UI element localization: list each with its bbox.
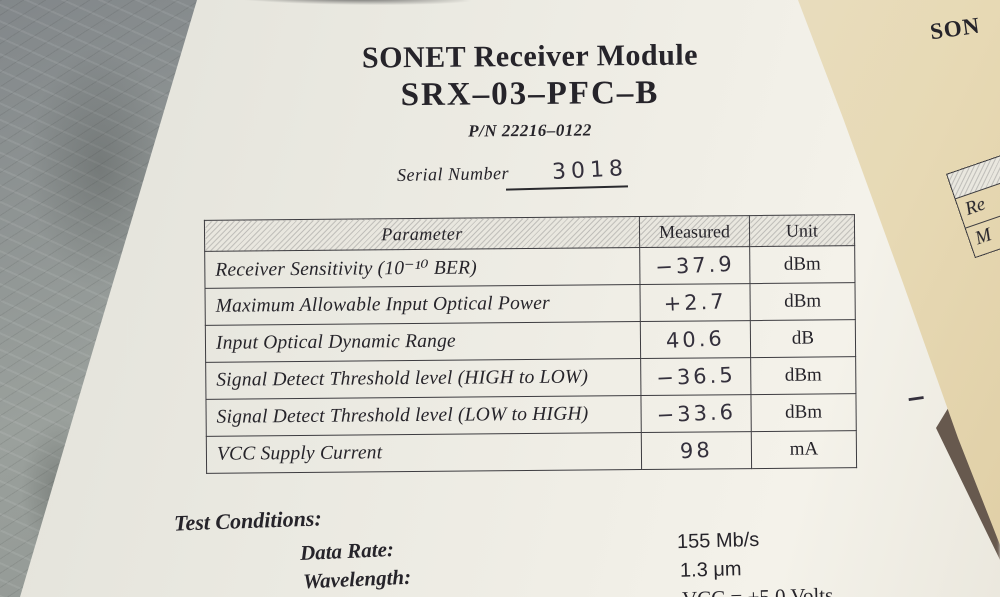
handwritten-value: 40.6 [665,326,726,353]
col-header-unit: Unit [749,214,855,247]
unit-cell: dBm [749,245,855,284]
parameter-cell: Signal Detect Threshold level (HIGH to L… [205,358,641,400]
wavelength-label: Wavelength: [302,564,412,594]
second-page-title-fragment: SON [928,12,982,45]
table-row: Signal Detect Threshold level (HIGH to L… [205,356,856,400]
handwritten-value: −36.5 [655,362,736,391]
handwritten-value: −33.6 [655,399,737,428]
data-rate-label: Data Rate: [299,536,395,566]
serial-number-underline [505,185,629,191]
measured-cell: 40.6 [640,320,751,359]
vcc-supply-line: VCC = +5.0 Volts [682,583,834,597]
parameter-cell: Signal Detect Threshold level (LOW to HI… [205,395,642,437]
serial-number-label: Serial Number [396,163,510,185]
table-row: Receiver Sensitivity (10⁻¹⁰ BER) −37.9 d… [204,245,855,289]
measured-cell: 98 [641,431,752,470]
table-row: Signal Detect Threshold level (LOW to HI… [205,393,857,437]
handwritten-value: −37.9 [654,251,735,280]
part-number: P/N 22216–0122 [468,120,592,141]
parameter-cell: Input Optical Dynamic Range [205,321,641,363]
handwritten-dash-mark: − [904,382,928,414]
measured-cell: −33.6 [640,394,752,433]
table-row: Maximum Allowable Input Optical Power +2… [205,282,856,326]
data-rate-value: 155 Mb/s [676,528,760,554]
page-title: SONET Receiver Module [361,38,699,75]
unit-cell: dB [750,319,856,358]
wavelength-value: 1.3 μm [679,558,742,582]
measured-cell: −37.9 [639,246,750,285]
handwritten-value: +2.7 [663,289,728,316]
table-row: VCC Supply Current 98 mA [206,430,857,474]
parameter-cell: Maximum Allowable Input Optical Power [205,284,641,326]
model-number: SRX–03–PFC–B [400,74,660,114]
unit-cell: mA [751,430,857,469]
test-conditions-heading: Test Conditions: [173,505,323,536]
unit-cell: dBm [749,282,856,321]
parameter-cell: VCC Supply Current [206,432,642,474]
unit-cell: dBm [750,393,857,432]
col-header-measured: Measured [639,215,750,248]
measured-cell: −36.5 [640,357,751,396]
measurement-table: Parameter Measured Unit Receiver Sensiti… [204,214,857,474]
col-header-parameter: Parameter [204,216,640,252]
measured-cell: +2.7 [639,283,751,322]
table-row: Input Optical Dynamic Range 40.6 dB [205,319,856,363]
handwritten-value: 98 [679,437,714,464]
parameter-cell: Receiver Sensitivity (10⁻¹⁰ BER) [204,247,640,289]
serial-number-handwritten-value: 3018 [551,156,629,185]
unit-cell: dBm [750,356,856,395]
second-page-table-fragment: Re M [946,115,1000,259]
